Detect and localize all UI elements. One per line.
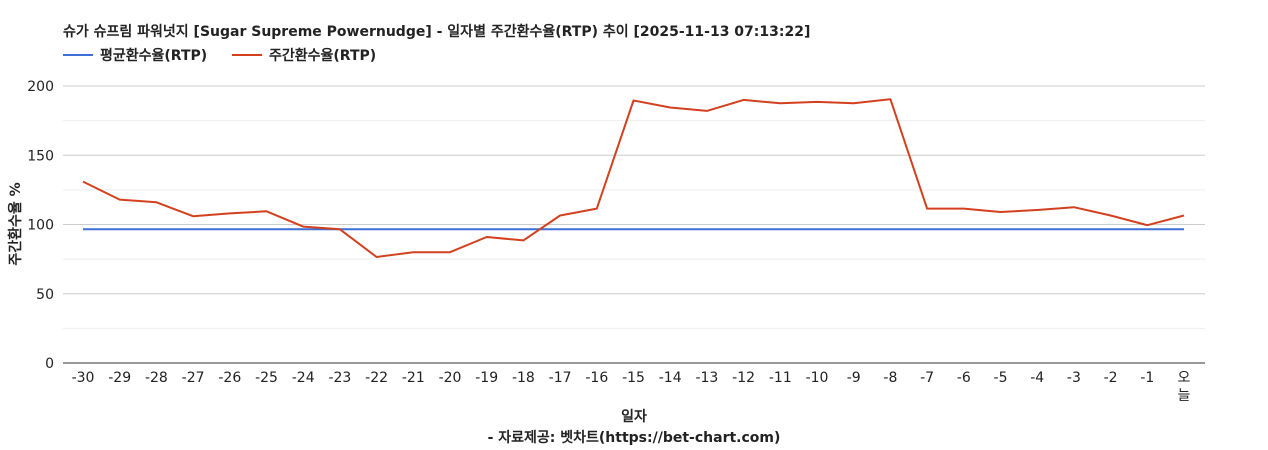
y-tick-label: 50 [36,287,54,303]
y-tick-label: 150 [27,148,54,164]
legend-label-average: 평균환수율(RTP) [100,47,207,64]
weekly-rtp-line [82,98,1185,258]
x-tick-label: -20 [439,370,462,386]
x-tick-label: -1 [1140,370,1154,386]
y-tick-label: 100 [27,218,54,234]
chart-title: 슈가 슈프림 파워넛지 [Sugar Supreme Powernudge] -… [63,23,810,40]
y-tick-labels: 0 50 100 150 200 [27,79,54,372]
legend-label-weekly: 주간환수율(RTP) [269,47,376,64]
y-tick-label: 0 [45,356,54,372]
x-tick-label: -3 [1067,370,1081,386]
x-tick-label: -30 [72,370,95,386]
x-tick-label: -10 [806,370,829,386]
x-tick-label: -15 [622,370,645,386]
x-tick-label: -6 [957,370,971,386]
x-tick-label: -11 [769,370,792,386]
x-tick-label: -27 [182,370,205,386]
x-axis-label: 일자 [621,409,647,425]
x-tick-label: -28 [145,370,168,386]
x-tick-label: -8 [883,370,897,386]
x-tick-label: -12 [732,370,755,386]
x-tick-label: -25 [255,370,278,386]
x-tick-label: -2 [1104,370,1118,386]
x-tick-label: -29 [108,370,131,386]
x-tick-label: -17 [549,370,572,386]
x-tick-label: -18 [512,370,535,386]
x-tick-label: -24 [292,370,315,386]
x-tick-label: -5 [994,370,1008,386]
x-tick-label: -22 [365,370,388,386]
x-tick-label: -7 [920,370,934,386]
legend: 평균환수율(RTP) 주간환수율(RTP) [63,47,376,64]
gridlines [63,85,1205,364]
x-tick-label: -13 [695,370,718,386]
x-tick-label: -14 [659,370,682,386]
series-lines [82,98,1185,258]
x-tick-label: -16 [585,370,608,386]
x-tick-label: -19 [475,370,498,386]
x-tick-labels: -30 -29 -28 -27 -26 -25 -24 -23 -22 -21 -20 -19 -18-… [72,370,1191,404]
y-axis-label: 주간환수율 % [7,182,24,265]
y-tick-label: 200 [27,79,54,95]
x-tick-label: -26 [218,370,241,386]
x-tick-label: -21 [402,370,425,386]
x-tick-label: -23 [328,370,351,386]
x-tick-label: -9 [847,370,861,386]
x-tick-label: -4 [1030,370,1044,386]
source-credit: - 자료제공: 벳차트(https://bet-chart.com) [488,429,781,446]
